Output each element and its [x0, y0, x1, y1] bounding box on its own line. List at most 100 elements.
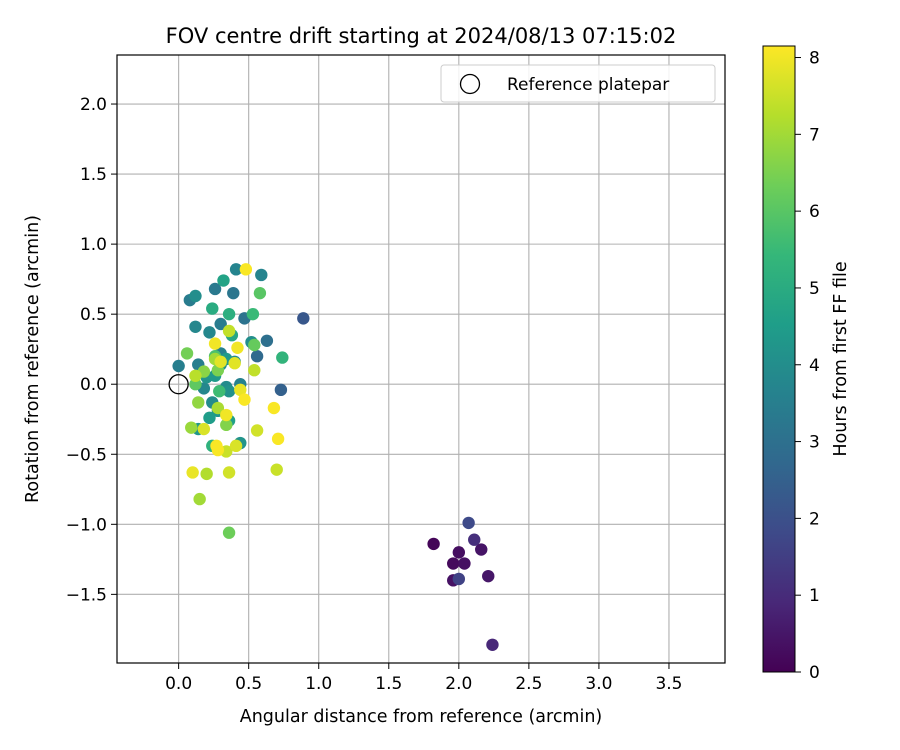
- data-point: [427, 537, 440, 551]
- colorbar-label: Hours from first FF file: [831, 261, 851, 456]
- data-point: [208, 337, 222, 350]
- data-point: [222, 526, 236, 539]
- data-point: [250, 424, 264, 437]
- data-point: [185, 421, 198, 434]
- data-point: [228, 357, 241, 370]
- data-point: [231, 341, 244, 354]
- colorbar-tick-label: 2: [809, 509, 820, 529]
- data-point: [210, 439, 223, 453]
- x-tick-label: 0.5: [235, 674, 262, 694]
- x-tick-label: 2.5: [515, 674, 542, 694]
- y-tick-label: 1.0: [80, 235, 107, 255]
- y-tick-label: 1.5: [80, 165, 107, 185]
- x-tick-label: 3.5: [655, 674, 682, 694]
- data-point: [189, 320, 202, 333]
- data-point: [270, 463, 283, 476]
- x-tick-label: 0.0: [165, 674, 192, 694]
- colorbar: 0 1 2 3 4 5 6 7 8 Hours from first FF file: [762, 45, 851, 683]
- data-point: [200, 467, 213, 481]
- data-point: [186, 466, 199, 479]
- data-point: [267, 401, 281, 415]
- data-point: [248, 364, 261, 377]
- colorbar-tick-label: 8: [809, 49, 820, 69]
- data-point: [214, 355, 227, 369]
- data-point: [486, 638, 499, 651]
- data-point: [253, 286, 267, 300]
- data-point: [222, 385, 236, 398]
- data-point: [248, 338, 261, 352]
- data-point: [458, 557, 471, 570]
- colorbar-tick-label: 6: [809, 202, 820, 222]
- data-point: [274, 383, 288, 397]
- data-point: [462, 516, 475, 530]
- chart-title: FOV centre drift starting at 2024/08/13 …: [166, 24, 677, 48]
- y-axis-label: Rotation from reference (arcmin): [23, 215, 43, 503]
- data-point: [220, 418, 233, 432]
- x-axis-label: Angular distance from reference (arcmin): [240, 707, 603, 727]
- x-tick-label: 3.0: [585, 674, 612, 694]
- data-point: [189, 369, 202, 383]
- data-point: [475, 543, 488, 556]
- x-axis-ticks: 0.0 0.5 1.0 1.5 2.0 2.5 3.0 3.5: [165, 663, 682, 694]
- plot-area-frame: [116, 54, 726, 664]
- data-point: [447, 557, 460, 570]
- colorbar-tick-label: 5: [809, 279, 820, 299]
- data-point: [217, 274, 230, 287]
- data-point: [229, 263, 243, 276]
- x-tick-label: 1.0: [305, 674, 332, 694]
- data-point: [229, 439, 243, 453]
- data-point: [220, 408, 233, 422]
- data-point: [203, 326, 216, 339]
- legend-reference-marker: [459, 73, 481, 95]
- data-point: [206, 302, 219, 315]
- colorbar-gradient: [762, 45, 796, 673]
- grid-lines: [117, 55, 725, 663]
- colorbar-tick-label: 1: [809, 586, 820, 606]
- data-point: [197, 422, 211, 436]
- reference-platepar-marker: [168, 374, 189, 395]
- y-tick-label: −1.0: [66, 515, 107, 535]
- y-tick-label: −0.5: [66, 445, 107, 465]
- data-point: [452, 572, 466, 586]
- data-point: [222, 324, 236, 338]
- legend: Reference platepar: [440, 64, 716, 103]
- x-tick-label: 1.5: [375, 674, 402, 694]
- colorbar-ticks: 0 1 2 3 4 5 6 7 8: [795, 49, 820, 683]
- y-tick-label: 2.0: [80, 95, 107, 115]
- data-point: [246, 307, 260, 321]
- data-point: [452, 546, 466, 559]
- data-point: [203, 411, 216, 425]
- data-point: [468, 533, 481, 546]
- colorbar-tick-label: 3: [809, 433, 820, 453]
- legend-label-reference: Reference platepar: [507, 75, 669, 95]
- y-tick-label: −1.5: [66, 585, 107, 605]
- data-point: [192, 396, 205, 409]
- data-point: [234, 383, 247, 397]
- data-point: [239, 263, 253, 276]
- data-point: [297, 312, 310, 325]
- data-point: [222, 466, 236, 479]
- data-point: [211, 401, 225, 415]
- y-tick-label: 0.0: [80, 375, 107, 395]
- data-point: [250, 349, 264, 363]
- data-point: [227, 286, 240, 300]
- data-points: [168, 263, 499, 651]
- data-point: [214, 317, 227, 331]
- data-point: [260, 334, 274, 347]
- y-tick-label: 0.5: [80, 305, 107, 325]
- data-point: [189, 289, 202, 303]
- colorbar-tick-label: 4: [809, 356, 820, 376]
- data-point: [180, 347, 194, 360]
- data-point: [222, 307, 236, 321]
- legend-box: [440, 64, 716, 103]
- data-point: [276, 351, 289, 364]
- data-point: [482, 569, 495, 583]
- data-point: [271, 432, 285, 446]
- data-point: [255, 268, 268, 282]
- colorbar-tick-label: 7: [809, 125, 820, 145]
- data-point: [208, 282, 222, 296]
- data-point: [193, 492, 206, 506]
- data-point: [213, 385, 226, 398]
